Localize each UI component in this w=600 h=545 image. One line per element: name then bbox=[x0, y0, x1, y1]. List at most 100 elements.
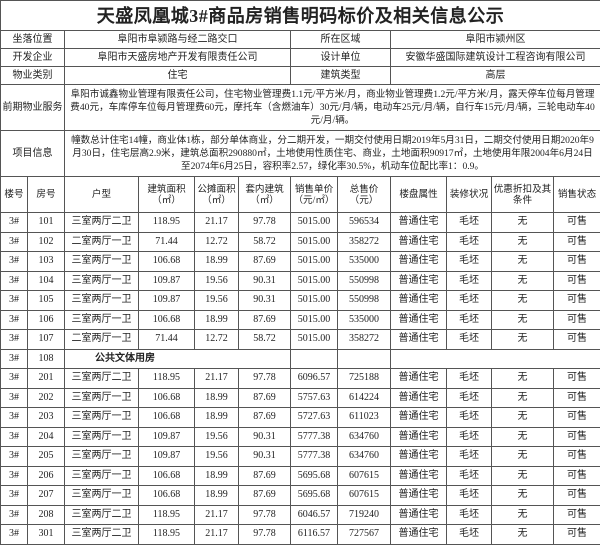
table-cell: 109.87 bbox=[139, 271, 195, 291]
table-cell: 5015.00 bbox=[291, 271, 338, 291]
table-cell: 202 bbox=[28, 388, 65, 408]
table-cell: 3# bbox=[1, 447, 28, 467]
table-cell: 106.68 bbox=[139, 466, 195, 486]
table-cell: 可售 bbox=[554, 427, 600, 447]
table-cell: 21.17 bbox=[195, 369, 239, 389]
info-value: 阜阳市阜颍路与经二路交口 bbox=[65, 31, 291, 49]
table-cell: 无 bbox=[492, 310, 554, 330]
table-cell: 21.17 bbox=[195, 213, 239, 233]
table-cell: 可售 bbox=[554, 271, 600, 291]
table-cell: 可售 bbox=[554, 408, 600, 428]
table-cell: 三室两厅一卫 bbox=[65, 271, 139, 291]
table-cell: 301 bbox=[28, 525, 65, 545]
table-cell: 106.68 bbox=[139, 388, 195, 408]
table-cell: 可售 bbox=[554, 232, 600, 252]
column-header: 楼盘属性 bbox=[391, 177, 447, 213]
table-cell: 21.17 bbox=[195, 505, 239, 525]
table-cell: 毛坯 bbox=[447, 330, 492, 350]
table-cell: 207 bbox=[28, 486, 65, 506]
column-header: 优惠折扣及其条件 bbox=[492, 177, 554, 213]
table-cell: 90.31 bbox=[239, 271, 291, 291]
column-header: 装修状况 bbox=[447, 177, 492, 213]
table-cell: 可售 bbox=[554, 213, 600, 233]
table-cell: 105 bbox=[28, 291, 65, 311]
table-cell: 无 bbox=[492, 486, 554, 506]
table-cell: 二室两厅一卫 bbox=[65, 232, 139, 252]
table-cell: 5727.63 bbox=[291, 408, 338, 428]
table-cell: 18.99 bbox=[195, 466, 239, 486]
table-cell: 普通住宅 bbox=[391, 505, 447, 525]
empty-cell bbox=[291, 349, 338, 369]
table-cell: 毛坯 bbox=[447, 291, 492, 311]
page-title: 天盛凤凰城3#商品房销售明码标价及相关信息公示 bbox=[1, 1, 600, 31]
table-cell: 109.87 bbox=[139, 447, 195, 467]
table-cell: 6046.57 bbox=[291, 505, 338, 525]
table-cell: 118.95 bbox=[139, 505, 195, 525]
table-cell: 无 bbox=[492, 252, 554, 272]
table-cell: 614224 bbox=[338, 388, 391, 408]
table-cell: 毛坯 bbox=[447, 310, 492, 330]
info-text: 幢数总计住宅14幢，商业体1栋，部分单体商业，分二期开发，一期交付使用日期201… bbox=[65, 131, 600, 177]
table-cell: 普通住宅 bbox=[391, 310, 447, 330]
table-cell: 普通住宅 bbox=[391, 525, 447, 545]
table-cell: 596534 bbox=[338, 213, 391, 233]
info-value: 阜阳市颍州区 bbox=[391, 31, 600, 49]
table-cell: 三室两厅一卫 bbox=[65, 388, 139, 408]
table-cell: 毛坯 bbox=[447, 466, 492, 486]
table-cell: 87.69 bbox=[239, 466, 291, 486]
table-cell: 727567 bbox=[338, 525, 391, 545]
table-cell: 58.72 bbox=[239, 232, 291, 252]
table-cell: 可售 bbox=[554, 291, 600, 311]
table-cell: 103 bbox=[28, 252, 65, 272]
table-cell: 三室两厅二卫 bbox=[65, 213, 139, 233]
table-cell: 毛坯 bbox=[447, 388, 492, 408]
table-cell: 607615 bbox=[338, 466, 391, 486]
table-cell: 普通住宅 bbox=[391, 252, 447, 272]
table-cell: 106.68 bbox=[139, 310, 195, 330]
table-cell: 普通住宅 bbox=[391, 388, 447, 408]
table-cell: 19.56 bbox=[195, 447, 239, 467]
table-cell: 107 bbox=[28, 330, 65, 350]
table-cell: 可售 bbox=[554, 466, 600, 486]
table-cell: 6116.57 bbox=[291, 525, 338, 545]
table-cell: 101 bbox=[28, 213, 65, 233]
info-value: 住宅 bbox=[65, 67, 291, 85]
table-cell: 可售 bbox=[554, 505, 600, 525]
info-value: 高层 bbox=[391, 67, 600, 85]
table-cell: 87.69 bbox=[239, 252, 291, 272]
table-cell: 18.99 bbox=[195, 388, 239, 408]
empty-cell bbox=[338, 349, 391, 369]
table-cell: 90.31 bbox=[239, 291, 291, 311]
table-cell: 12.72 bbox=[195, 330, 239, 350]
table-cell: 5015.00 bbox=[291, 310, 338, 330]
table-cell: 3# bbox=[1, 525, 28, 545]
table-cell: 3# bbox=[1, 271, 28, 291]
table-cell: 18.99 bbox=[195, 408, 239, 428]
table-cell: 3# bbox=[1, 330, 28, 350]
info-label: 开发企业 bbox=[1, 49, 65, 67]
table-cell: 90.31 bbox=[239, 427, 291, 447]
column-header: 总售价（元） bbox=[338, 177, 391, 213]
table-cell: 普通住宅 bbox=[391, 408, 447, 428]
table-cell: 3# bbox=[1, 252, 28, 272]
table-cell: 104 bbox=[28, 271, 65, 291]
table-cell: 5015.00 bbox=[291, 330, 338, 350]
table-cell: 106.68 bbox=[139, 408, 195, 428]
column-header: 楼号 bbox=[1, 177, 28, 213]
table-cell: 可售 bbox=[554, 486, 600, 506]
table-cell: 三室两厅一卫 bbox=[65, 447, 139, 467]
table-cell: 毛坯 bbox=[447, 271, 492, 291]
table-cell: 19.56 bbox=[195, 291, 239, 311]
table-cell: 725188 bbox=[338, 369, 391, 389]
column-header: 套内建筑（㎡） bbox=[239, 177, 291, 213]
table-cell: 97.78 bbox=[239, 369, 291, 389]
table-cell: 71.44 bbox=[139, 232, 195, 252]
table-cell: 可售 bbox=[554, 388, 600, 408]
table-cell: 无 bbox=[492, 408, 554, 428]
empty-cell bbox=[391, 349, 600, 369]
